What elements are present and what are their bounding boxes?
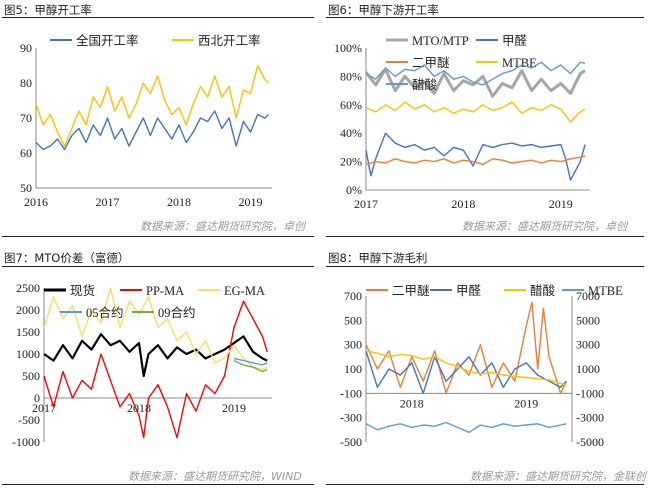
y-tick-label: 0 [34, 391, 40, 405]
series-line [365, 350, 567, 394]
y-tick-label: 300 [344, 338, 362, 352]
chart-title: 图8：甲醇下游毛利 [328, 251, 428, 265]
legend-label: 二甲醚 [412, 56, 450, 70]
y-tick-label: 40% [340, 126, 362, 140]
y-tick-label: -1000 [12, 435, 40, 449]
source-note: 数据来源：盛达期货研究院，卓创 [140, 220, 305, 233]
y2-tick-label: 7000 [576, 289, 600, 303]
divider [2, 236, 314, 237]
series-line [365, 301, 567, 394]
series-line [365, 101, 586, 123]
x-tick-label: 2019 [549, 197, 573, 211]
x-tick-label: 2019 [514, 396, 538, 410]
legend-label: MTO/MTP [412, 34, 469, 48]
legend-label: 甲醛 [502, 33, 528, 48]
source-note: 数据来源：盛达期货研究院，WIND [128, 470, 302, 483]
legend-label: 二甲醚 [392, 284, 430, 298]
y2-tick-label: 1000 [576, 362, 600, 376]
divider [326, 266, 644, 267]
legend-label: 醋酸 [412, 77, 438, 92]
series-line [365, 155, 586, 166]
chart-title: 图5：甲醇开工率 [4, 3, 92, 17]
chart-title: 图7：MTO价差（富德） [4, 251, 130, 265]
x-tick-label: 2019 [222, 401, 246, 415]
divider [2, 266, 314, 267]
y-tick-label: 90 [20, 41, 32, 55]
y-tick-label: 70 [20, 111, 32, 125]
y-tick-label: 700 [344, 289, 362, 303]
divider [326, 17, 644, 18]
y2-tick-label: -3000 [576, 411, 604, 425]
series-line [365, 421, 567, 433]
y-tick-label: 2500 [16, 281, 40, 295]
legend-label: 醋酸 [530, 283, 556, 298]
y-tick-label: 50 [20, 181, 32, 195]
x-tick-label: 2017 [96, 195, 120, 209]
x-tick-label: 2016 [24, 195, 48, 209]
divider [326, 484, 644, 485]
legend-label: MTBE [588, 284, 623, 298]
legend-label: EG-MA [224, 284, 265, 298]
x-tick-label: 2018 [167, 195, 191, 209]
x-tick-label: 2018 [451, 197, 475, 211]
series-line [233, 357, 268, 366]
legend-label: 全国开工率 [76, 33, 139, 48]
series-line [43, 300, 268, 439]
y2-tick-label: 3000 [576, 338, 600, 352]
y-tick-label: 500 [344, 313, 362, 327]
y-tick-label: 100% [334, 41, 362, 55]
series-line [43, 287, 268, 371]
chart-title: 图6：甲醇下游开工率 [328, 3, 439, 17]
x-tick-label: 2017 [32, 401, 56, 415]
divider [2, 17, 314, 18]
y-tick-label: 1500 [16, 325, 40, 339]
source-note: 数据来源：盛达期货研究院，卓创 [462, 220, 627, 233]
y-tick-label: 100 [344, 362, 362, 376]
series-line [43, 333, 268, 378]
legend-label: PP-MA [146, 284, 184, 298]
y-tick-label: 80% [340, 69, 362, 83]
series-line [365, 132, 586, 181]
source-note: 数据来源：盛达期货研究院，金联创 [470, 470, 646, 483]
y-tick-label: 500 [22, 369, 40, 383]
legend-label: 05合约 [86, 305, 124, 320]
divider [326, 236, 644, 237]
y-tick-label: -500 [18, 413, 40, 427]
series-line [233, 359, 268, 373]
y-tick-label: -500 [340, 435, 362, 449]
y2-tick-label: -5000 [576, 435, 604, 449]
legend-label: 甲醛 [456, 283, 482, 298]
series-line [35, 64, 269, 147]
legend-label: 现货 [70, 283, 95, 298]
series-line [365, 350, 567, 386]
y-tick-label: 60 [20, 146, 32, 160]
y-tick-label: 2000 [16, 303, 40, 317]
x-tick-label: 2018 [127, 401, 151, 415]
x-tick-label: 2019 [239, 195, 263, 209]
series-line [364, 67, 586, 98]
y-tick-label: 1000 [16, 347, 40, 361]
x-tick-label: 2017 [354, 197, 378, 211]
y-tick-label: 20% [340, 155, 362, 169]
y-tick-label: 60% [340, 98, 362, 112]
series-line [365, 61, 586, 86]
legend-label: 09合约 [158, 305, 196, 320]
y2-tick-label: 5000 [576, 313, 600, 327]
x-tick-label: 2018 [400, 396, 424, 410]
y-tick-label: -100 [340, 386, 362, 400]
series-line [35, 110, 269, 151]
y-tick-label: 0% [346, 183, 362, 197]
legend-label: 西北开工率 [198, 33, 261, 48]
divider [2, 484, 314, 485]
y-tick-label: 80 [20, 76, 32, 90]
y2-tick-label: -1000 [576, 386, 604, 400]
y-tick-label: -300 [340, 411, 362, 425]
